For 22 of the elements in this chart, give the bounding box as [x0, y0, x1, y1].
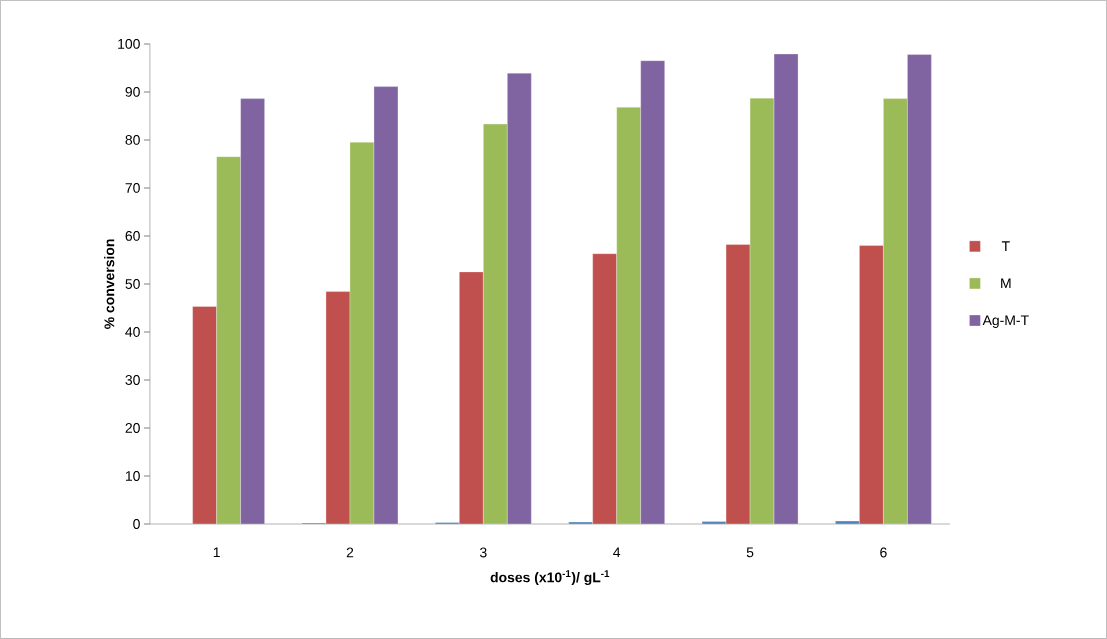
- legend-label: T: [1001, 241, 1010, 251]
- x-tick-label: 2: [346, 547, 354, 558]
- y-tick-label: 100: [118, 38, 140, 49]
- y-tick-label: 60: [125, 231, 140, 241]
- y-axis-title: % conversion: [104, 239, 115, 329]
- x-tick-label: 3: [479, 547, 487, 558]
- x-axis-title: doses (x10$^{-1}$)/ gL$^{-1}$: [490, 570, 610, 586]
- y-tick-label: 0: [133, 519, 140, 529]
- x-tick-label: 6: [880, 547, 887, 558]
- y-tick-label: 70: [125, 183, 140, 193]
- legend-label: Ag-M-T: [982, 315, 1029, 329]
- x-tick-label: 4: [613, 547, 621, 558]
- y-tick-label: 20: [125, 423, 140, 433]
- legend-label: M: [1001, 278, 1011, 289]
- y-tick-label: 10: [125, 471, 140, 481]
- x-tick-label: 1: [213, 547, 220, 558]
- y-tick-label: 30: [125, 375, 140, 385]
- y-tick-label: 50: [125, 279, 140, 289]
- x-tick-label: 5: [746, 547, 754, 558]
- y-tick-label: 90: [125, 87, 140, 97]
- y-tick-label: 80: [125, 135, 140, 145]
- y-tick-label: 40: [125, 327, 140, 337]
